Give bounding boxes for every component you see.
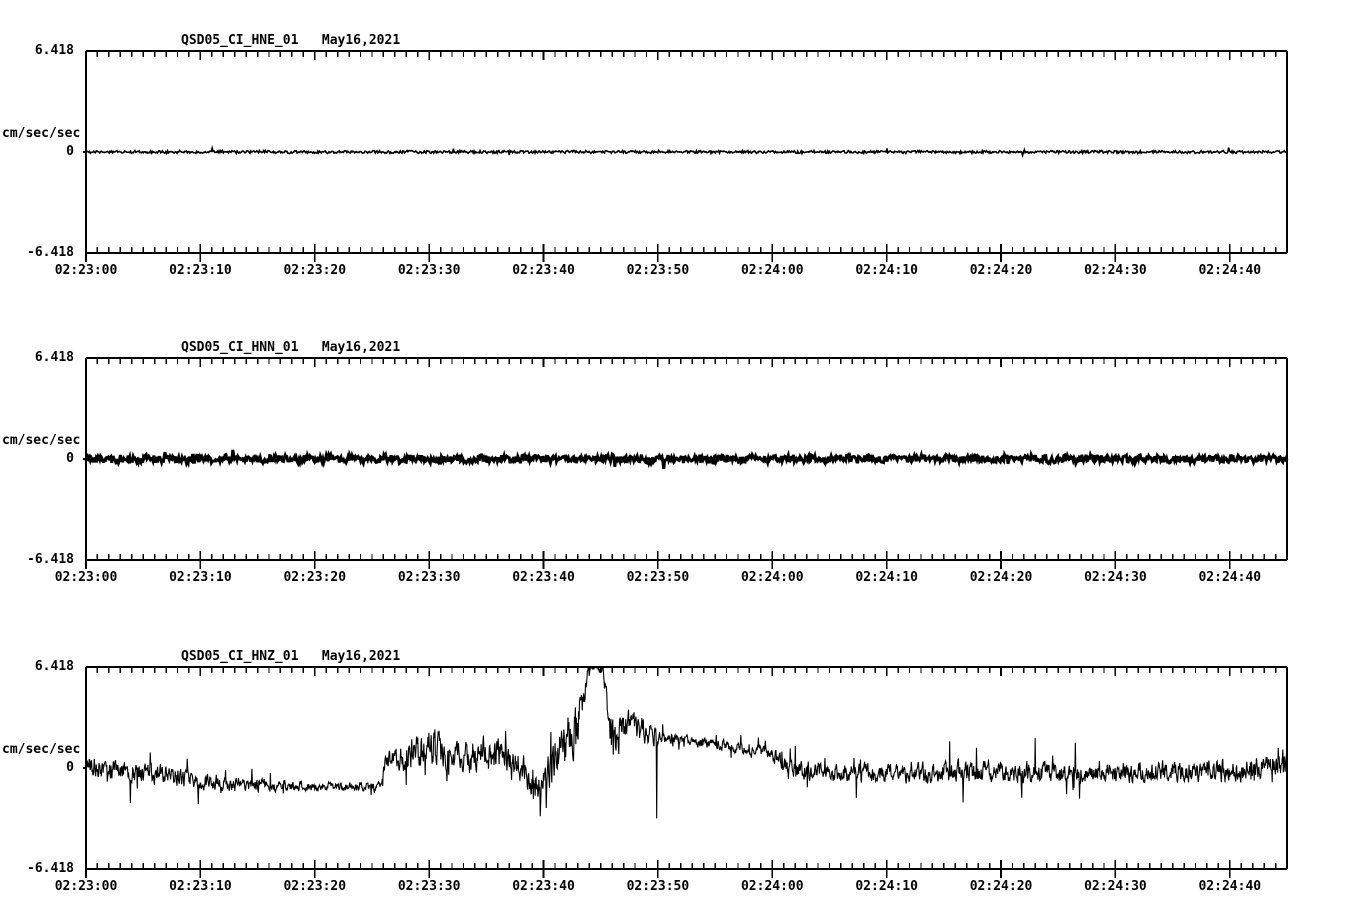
x-axis-tick-label: 02:23:10 [169,570,232,585]
waveform-trace-hnn [84,449,1289,470]
plot-area-hnn [83,357,1289,569]
y-axis-unit-label: cm/sec/sec [2,742,81,757]
x-axis-tick-label: 02:23:20 [283,570,347,585]
x-axis-tick-label: 02:24:20 [969,879,1033,894]
x-axis-tick-label: 02:23:40 [512,570,575,585]
x-axis-tick-label: 02:23:50 [626,879,690,894]
x-axis-tick-label: 02:23:10 [169,879,232,894]
x-axis-tick-label: 02:24:40 [1198,570,1262,585]
x-axis-tick-label: 02:24:00 [740,570,804,585]
y-axis-zero-label: 0 [66,144,74,159]
x-axis-tick-label: 02:23:00 [54,570,118,585]
panel-title-hnz: QSD05_CI_HNZ_01 May16,2021 [181,649,401,664]
x-axis-tick-label: 02:24:40 [1198,879,1262,894]
y-axis-unit-label: cm/sec/sec [2,433,81,448]
x-axis-tick-label: 02:24:00 [740,263,804,278]
x-axis-tick-label: 02:24:30 [1084,879,1147,894]
x-axis-tick-label: 02:23:50 [626,263,690,278]
x-axis-tick-label: 02:24:10 [855,263,918,278]
x-axis-tick-label: 02:23:20 [283,263,347,278]
waveform-trace-hnz [85,665,1288,819]
x-axis-tick-label: 02:23:30 [397,879,461,894]
y-axis-unit-label: cm/sec/sec [2,126,81,141]
x-axis-tick-label: 02:24:20 [969,263,1033,278]
y-axis-min-label: -6.418 [27,861,74,876]
x-axis-tick-label: 02:24:40 [1198,263,1262,278]
panel-title-hnn: QSD05_CI_HNN_01 May16,2021 [181,340,401,355]
panel-title-hne: QSD05_CI_HNE_01 May16,2021 [181,33,401,48]
x-axis-tick-label: 02:23:30 [397,570,461,585]
x-axis-tick-label: 02:24:10 [855,879,918,894]
x-axis-tick-label: 02:23:30 [397,263,461,278]
x-axis-tick-label: 02:24:30 [1084,263,1147,278]
x-axis-tick-label: 02:24:30 [1084,570,1147,585]
x-axis-tick-label: 02:24:00 [740,879,804,894]
x-axis-tick-label: 02:23:40 [512,879,575,894]
y-axis-max-label: 6.418 [34,350,74,365]
x-axis-tick-label: 02:24:10 [855,570,918,585]
plot-area-hne [83,50,1288,262]
plot-area-hnz [83,665,1288,878]
y-axis-max-label: 6.418 [34,43,74,58]
x-axis-tick-label: 02:23:40 [512,263,575,278]
y-axis-min-label: -6.418 [27,245,74,260]
waveform-trace-hne [85,144,1288,159]
y-axis-zero-label: 0 [66,760,74,775]
x-axis-tick-label: 02:23:50 [626,570,690,585]
x-axis-tick-label: 02:23:00 [54,263,118,278]
y-axis-max-label: 6.418 [34,659,74,674]
y-axis-min-label: -6.418 [27,552,74,567]
x-axis-tick-label: 02:23:20 [283,879,347,894]
x-axis-tick-label: 02:23:10 [169,263,232,278]
x-axis-tick-label: 02:23:00 [54,879,118,894]
x-axis-tick-label: 02:24:20 [969,570,1033,585]
y-axis-zero-label: 0 [66,451,74,466]
